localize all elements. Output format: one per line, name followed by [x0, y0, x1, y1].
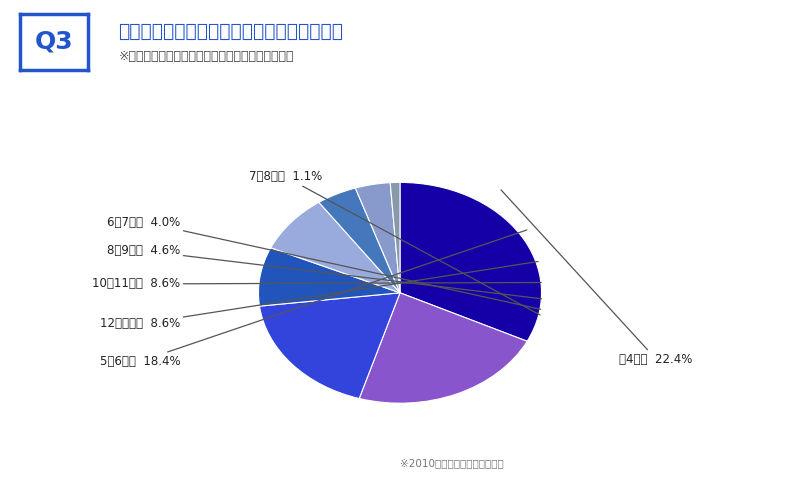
Text: 〜4万円  22.4%: 〜4万円 22.4% — [501, 190, 693, 366]
Text: 4〜5万円  32.2%: 4〜5万円 32.2% — [0, 479, 1, 480]
Wedge shape — [259, 293, 400, 398]
Text: ※2010年以前の車を対象と定義: ※2010年以前の車を対象と定義 — [400, 458, 504, 468]
Wedge shape — [359, 293, 527, 403]
Text: 12万円以上  8.6%: 12万円以上 8.6% — [100, 262, 538, 330]
Wedge shape — [270, 202, 400, 293]
Wedge shape — [258, 248, 400, 306]
Text: 10〜11万円  8.6%: 10〜11万円 8.6% — [93, 277, 542, 290]
Wedge shape — [355, 183, 400, 293]
Text: 毎年支払う旧車の自動車税はいくらですか？: 毎年支払う旧車の自動車税はいくらですか？ — [118, 22, 343, 41]
Text: 5〜6万円  18.4%: 5〜6万円 18.4% — [100, 230, 527, 368]
Text: 6〜7万円  4.0%: 6〜7万円 4.0% — [107, 216, 541, 309]
Text: Q3: Q3 — [34, 30, 74, 54]
Wedge shape — [400, 182, 542, 341]
Wedge shape — [390, 182, 400, 293]
Wedge shape — [319, 188, 400, 293]
Text: 7〜8万円  1.1%: 7〜8万円 1.1% — [249, 170, 540, 315]
Text: ※複数台所有されている方は合計を回答ください。: ※複数台所有されている方は合計を回答ください。 — [118, 50, 294, 63]
Text: 8〜9万円  4.6%: 8〜9万円 4.6% — [107, 244, 542, 299]
